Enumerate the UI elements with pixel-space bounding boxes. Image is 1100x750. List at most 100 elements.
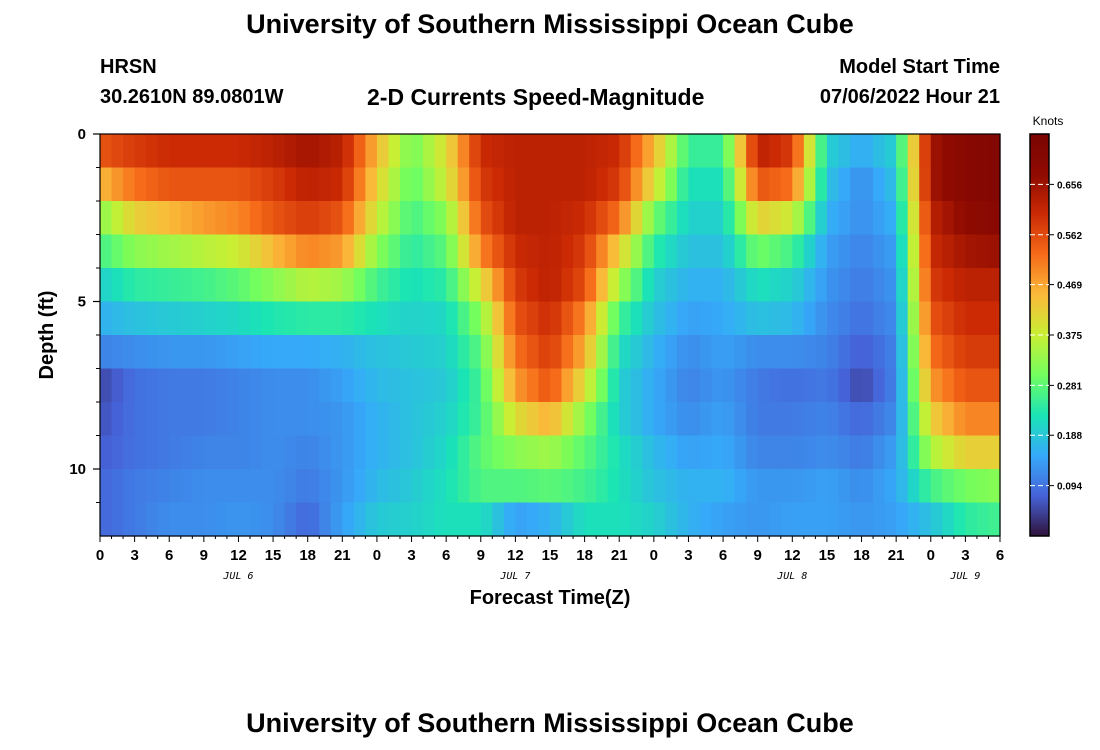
- heatmap-cell: [642, 301, 655, 336]
- heatmap-cell: [215, 435, 228, 470]
- heatmap-cell: [907, 435, 920, 470]
- heatmap-cell: [988, 268, 1001, 303]
- heatmap-cell: [619, 402, 632, 437]
- heatmap-cell: [584, 335, 597, 370]
- heatmap-cell: [423, 167, 436, 202]
- heatmap-cell: [596, 201, 609, 236]
- heatmap-cell: [607, 234, 620, 269]
- heatmap-cell: [353, 402, 366, 437]
- heatmap-cell: [653, 402, 666, 437]
- heatmap-cell: [526, 502, 540, 537]
- heatmap-cell: [469, 502, 482, 537]
- heatmap-cell: [746, 368, 759, 403]
- heatmap-cell: [965, 402, 978, 437]
- heatmap-cell: [192, 368, 205, 403]
- heatmap-cell: [792, 502, 805, 537]
- heatmap-cell: [919, 469, 932, 504]
- heatmap-cell: [296, 167, 309, 202]
- heatmap-cell: [261, 435, 274, 470]
- heatmap-cell: [434, 167, 447, 202]
- heatmap-cell: [711, 167, 724, 202]
- heatmap-cell: [746, 402, 759, 437]
- heatmap-cell: [480, 134, 493, 169]
- heatmap-cell: [365, 368, 378, 403]
- heatmap-cell: [238, 368, 251, 403]
- heatmap-cell: [423, 368, 436, 403]
- heatmap-cell: [446, 301, 459, 336]
- heatmap-cell: [203, 268, 216, 303]
- heatmap-cell: [180, 502, 193, 537]
- heatmap-cell: [457, 167, 470, 202]
- heatmap-cell: [942, 335, 955, 370]
- heatmap-cell: [746, 469, 759, 504]
- heatmap-cell: [838, 234, 851, 269]
- heatmap-cell: [307, 469, 320, 504]
- heatmap-cell: [261, 335, 274, 370]
- x-tick-label: 12: [230, 547, 247, 564]
- heatmap-cell: [423, 402, 436, 437]
- heatmap-cell: [769, 469, 782, 504]
- heatmap-cell: [653, 268, 666, 303]
- heatmap-cell: [492, 335, 505, 370]
- heatmap-cell: [469, 301, 482, 336]
- heatmap-cell: [353, 268, 366, 303]
- heatmap-cell: [342, 234, 355, 269]
- heatmap-cell: [215, 301, 228, 336]
- date-label: JUL 6: [222, 571, 253, 582]
- heatmap-cell: [907, 134, 920, 169]
- heatmap-cell: [365, 335, 378, 370]
- heatmap-cell: [515, 502, 528, 537]
- heatmap-cell: [723, 368, 736, 403]
- heatmap-cell: [123, 268, 136, 303]
- heatmap-cell: [688, 268, 701, 303]
- heatmap-cell: [873, 502, 886, 537]
- heatmap-cell: [803, 268, 816, 303]
- heatmap-cell: [607, 134, 620, 169]
- heatmap-cell: [700, 167, 713, 202]
- heatmap-cell: [215, 201, 228, 236]
- heatmap-cell: [538, 134, 551, 169]
- x-tick-label: 3: [684, 547, 692, 564]
- heatmap-cell: [180, 301, 193, 336]
- heatmap-cell: [630, 234, 643, 269]
- heatmap-cell: [780, 368, 793, 403]
- heatmap-cell: [873, 268, 886, 303]
- heatmap-cell: [400, 402, 413, 437]
- heatmap-cell: [192, 335, 205, 370]
- heatmap-cell: [296, 134, 309, 169]
- heatmap-cell: [896, 335, 909, 370]
- heatmap-cell: [469, 469, 482, 504]
- x-tick-label: 9: [200, 547, 208, 564]
- heatmap-cell: [550, 368, 563, 403]
- heatmap-cell: [376, 335, 390, 370]
- heatmap-cell: [930, 368, 943, 403]
- heatmap-cell: [353, 234, 366, 269]
- heatmap-cell: [273, 134, 286, 169]
- heatmap-cell: [250, 335, 263, 370]
- heatmap-cell: [838, 502, 851, 537]
- heatmap-cell: [919, 134, 932, 169]
- heatmap-cell: [561, 502, 574, 537]
- heatmap-cell: [538, 301, 551, 336]
- heatmap-cell: [111, 234, 124, 269]
- heatmap-cell: [469, 134, 482, 169]
- heatmap-cell: [676, 335, 690, 370]
- heatmap-cell: [134, 234, 147, 269]
- heatmap-cell: [157, 234, 170, 269]
- heatmap-cell: [480, 268, 493, 303]
- heatmap-cell: [307, 435, 320, 470]
- heatmap-cell: [711, 134, 724, 169]
- heatmap-cell: [850, 335, 863, 370]
- heatmap-cell: [826, 201, 840, 236]
- heatmap-cell: [111, 301, 124, 336]
- heatmap-cell: [607, 201, 620, 236]
- heatmap-cell: [111, 134, 124, 169]
- heatmap-cell: [976, 402, 990, 437]
- heatmap-cell: [123, 402, 136, 437]
- heatmap-cell: [861, 335, 874, 370]
- heatmap-cell: [469, 435, 482, 470]
- heatmap-cell: [965, 435, 978, 470]
- model-start-value: 07/06/2022 Hour 21: [819, 86, 1000, 108]
- heatmap-cell: [296, 201, 309, 236]
